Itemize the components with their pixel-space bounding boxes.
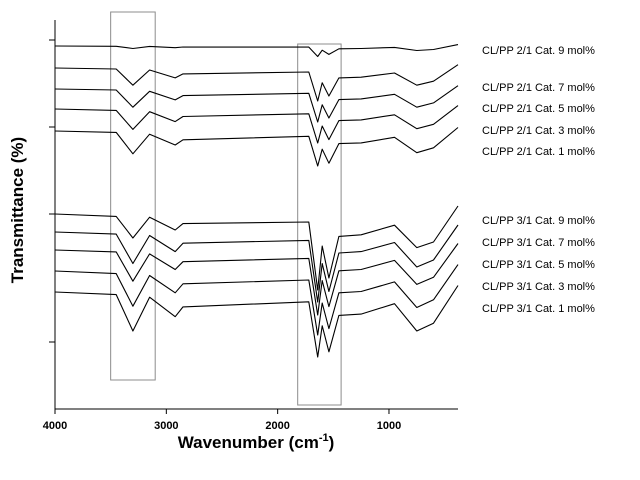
axes-group xyxy=(54,20,458,410)
legend-label-3: CL/PP 2/1 Cat. 5 mol% xyxy=(482,103,595,115)
x-tick-label: 2000 xyxy=(265,420,289,432)
legend-label-5: CL/PP 2/1 Cat. 1 mol% xyxy=(482,146,595,158)
x-tick-label: 1000 xyxy=(377,420,401,432)
spectrum-line-9 xyxy=(54,264,459,336)
legend-label-9: CL/PP 3/1 Cat. 3 mol% xyxy=(482,281,595,293)
highlight-box-2 xyxy=(297,43,342,406)
spectrum-line-4 xyxy=(54,105,459,144)
x-tick-label: 3000 xyxy=(154,420,178,432)
spectrum-line-2 xyxy=(54,64,459,102)
y-axis-title: Transmittance (%) xyxy=(8,137,27,283)
x-axis-title: Wavenumber (cm-1) xyxy=(178,432,335,452)
spectrum-line-8 xyxy=(54,243,459,316)
legend-label-7: CL/PP 3/1 Cat. 7 mol% xyxy=(482,237,595,249)
legend-label-2: CL/PP 2/1 Cat. 7 mol% xyxy=(482,82,595,94)
y-ticks xyxy=(49,39,55,343)
legend-label-8: CL/PP 3/1 Cat. 5 mol% xyxy=(482,259,595,271)
spectrum-line-1 xyxy=(54,44,459,58)
highlight-boxes xyxy=(110,11,342,406)
legend-label-6: CL/PP 3/1 Cat. 9 mol% xyxy=(482,215,595,227)
spectrum-line-3 xyxy=(54,85,459,123)
legend-label-4: CL/PP 2/1 Cat. 3 mol% xyxy=(482,125,595,137)
x-tick-label: 4000 xyxy=(43,420,67,432)
legend-label-1: CL/PP 2/1 Cat. 9 mol% xyxy=(482,45,595,57)
spectrum-line-7 xyxy=(54,224,459,303)
spectrum-line-6 xyxy=(54,205,459,291)
legend-label-10: CL/PP 3/1 Cat. 1 mol% xyxy=(482,303,595,315)
highlight-box-1 xyxy=(110,11,156,381)
x-ticks: 4000 3000 2000 1000 xyxy=(43,409,401,432)
spectrum-line-5 xyxy=(54,127,459,167)
spectra-group xyxy=(54,44,459,358)
legend-group: CL/PP 2/1 Cat. 9 mol% CL/PP 2/1 Cat. 7 mo… xyxy=(482,45,595,315)
spectrum-line-10 xyxy=(54,285,459,358)
